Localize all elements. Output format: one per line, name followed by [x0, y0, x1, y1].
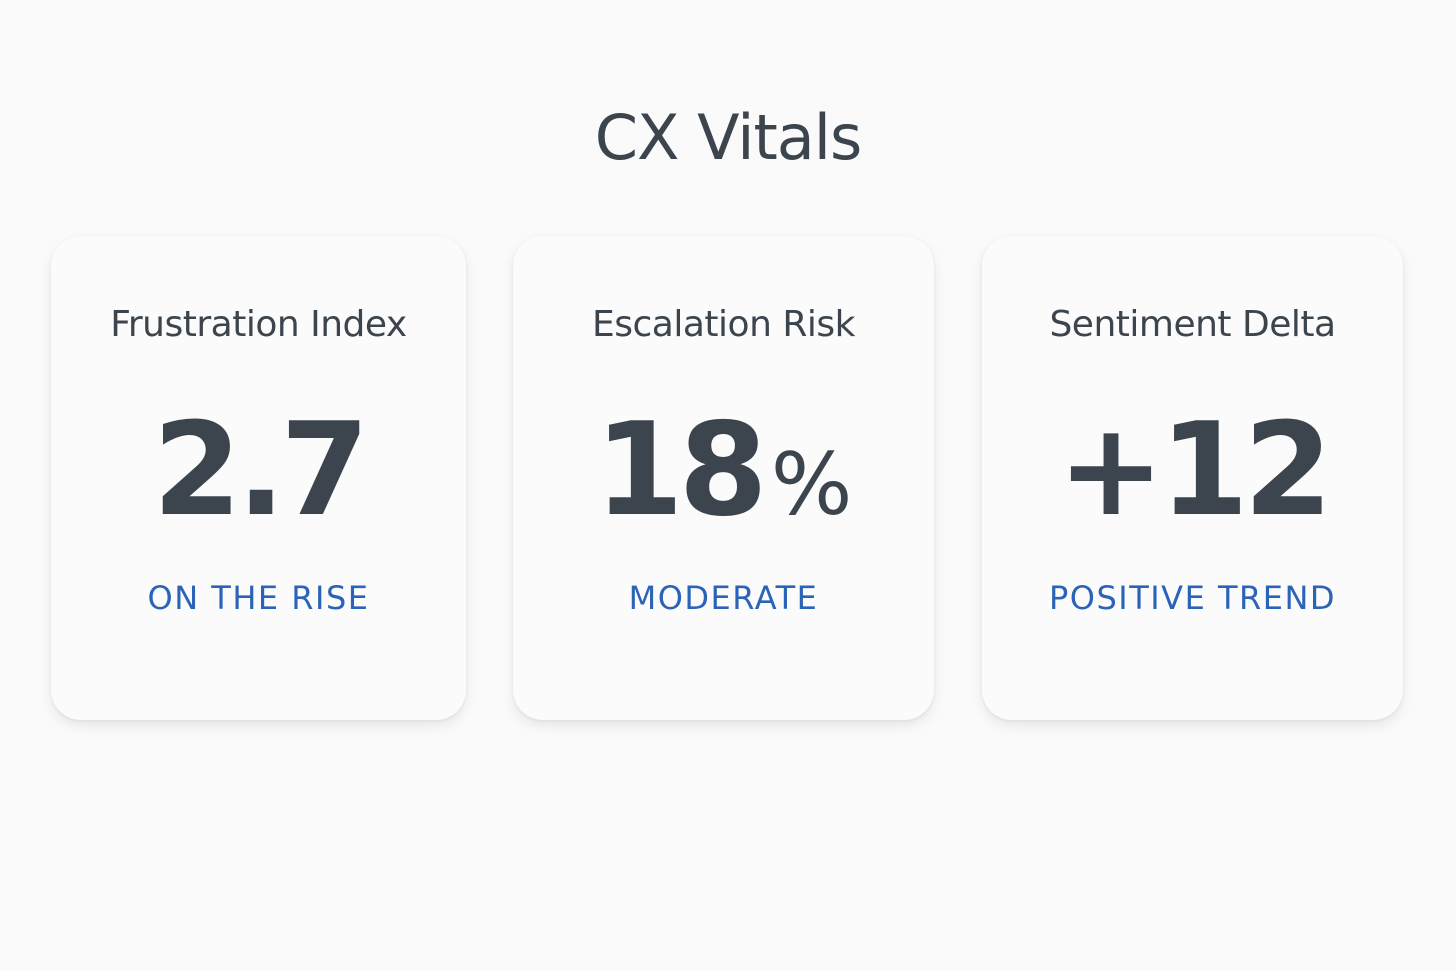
metric-unit: %	[770, 435, 853, 535]
card-title: Frustration Index	[110, 304, 407, 345]
metric-value: 18%	[513, 396, 934, 560]
metric-value: 2.7	[51, 396, 466, 546]
status-label: MODERATE	[628, 579, 819, 617]
page-title: CX Vitals	[594, 101, 863, 174]
metric-value: +12	[982, 396, 1403, 546]
metric-card-sentiment-delta: Sentiment Delta +12 POSITIVE TREND	[982, 236, 1403, 720]
metric-number: 18	[594, 396, 768, 545]
card-title: Sentiment Delta	[1049, 304, 1336, 345]
status-label: POSITIVE TREND	[1048, 579, 1337, 617]
metric-card-escalation-risk: Escalation Risk 18% MODERATE	[513, 236, 934, 720]
card-title: Escalation Risk	[592, 304, 855, 345]
metric-number: 2.7	[152, 396, 370, 545]
metric-number: +12	[1057, 396, 1332, 545]
metric-card-frustration-index: Frustration Index 2.7 ON THE RISE	[51, 236, 466, 720]
status-label: ON THE RISE	[147, 579, 370, 617]
